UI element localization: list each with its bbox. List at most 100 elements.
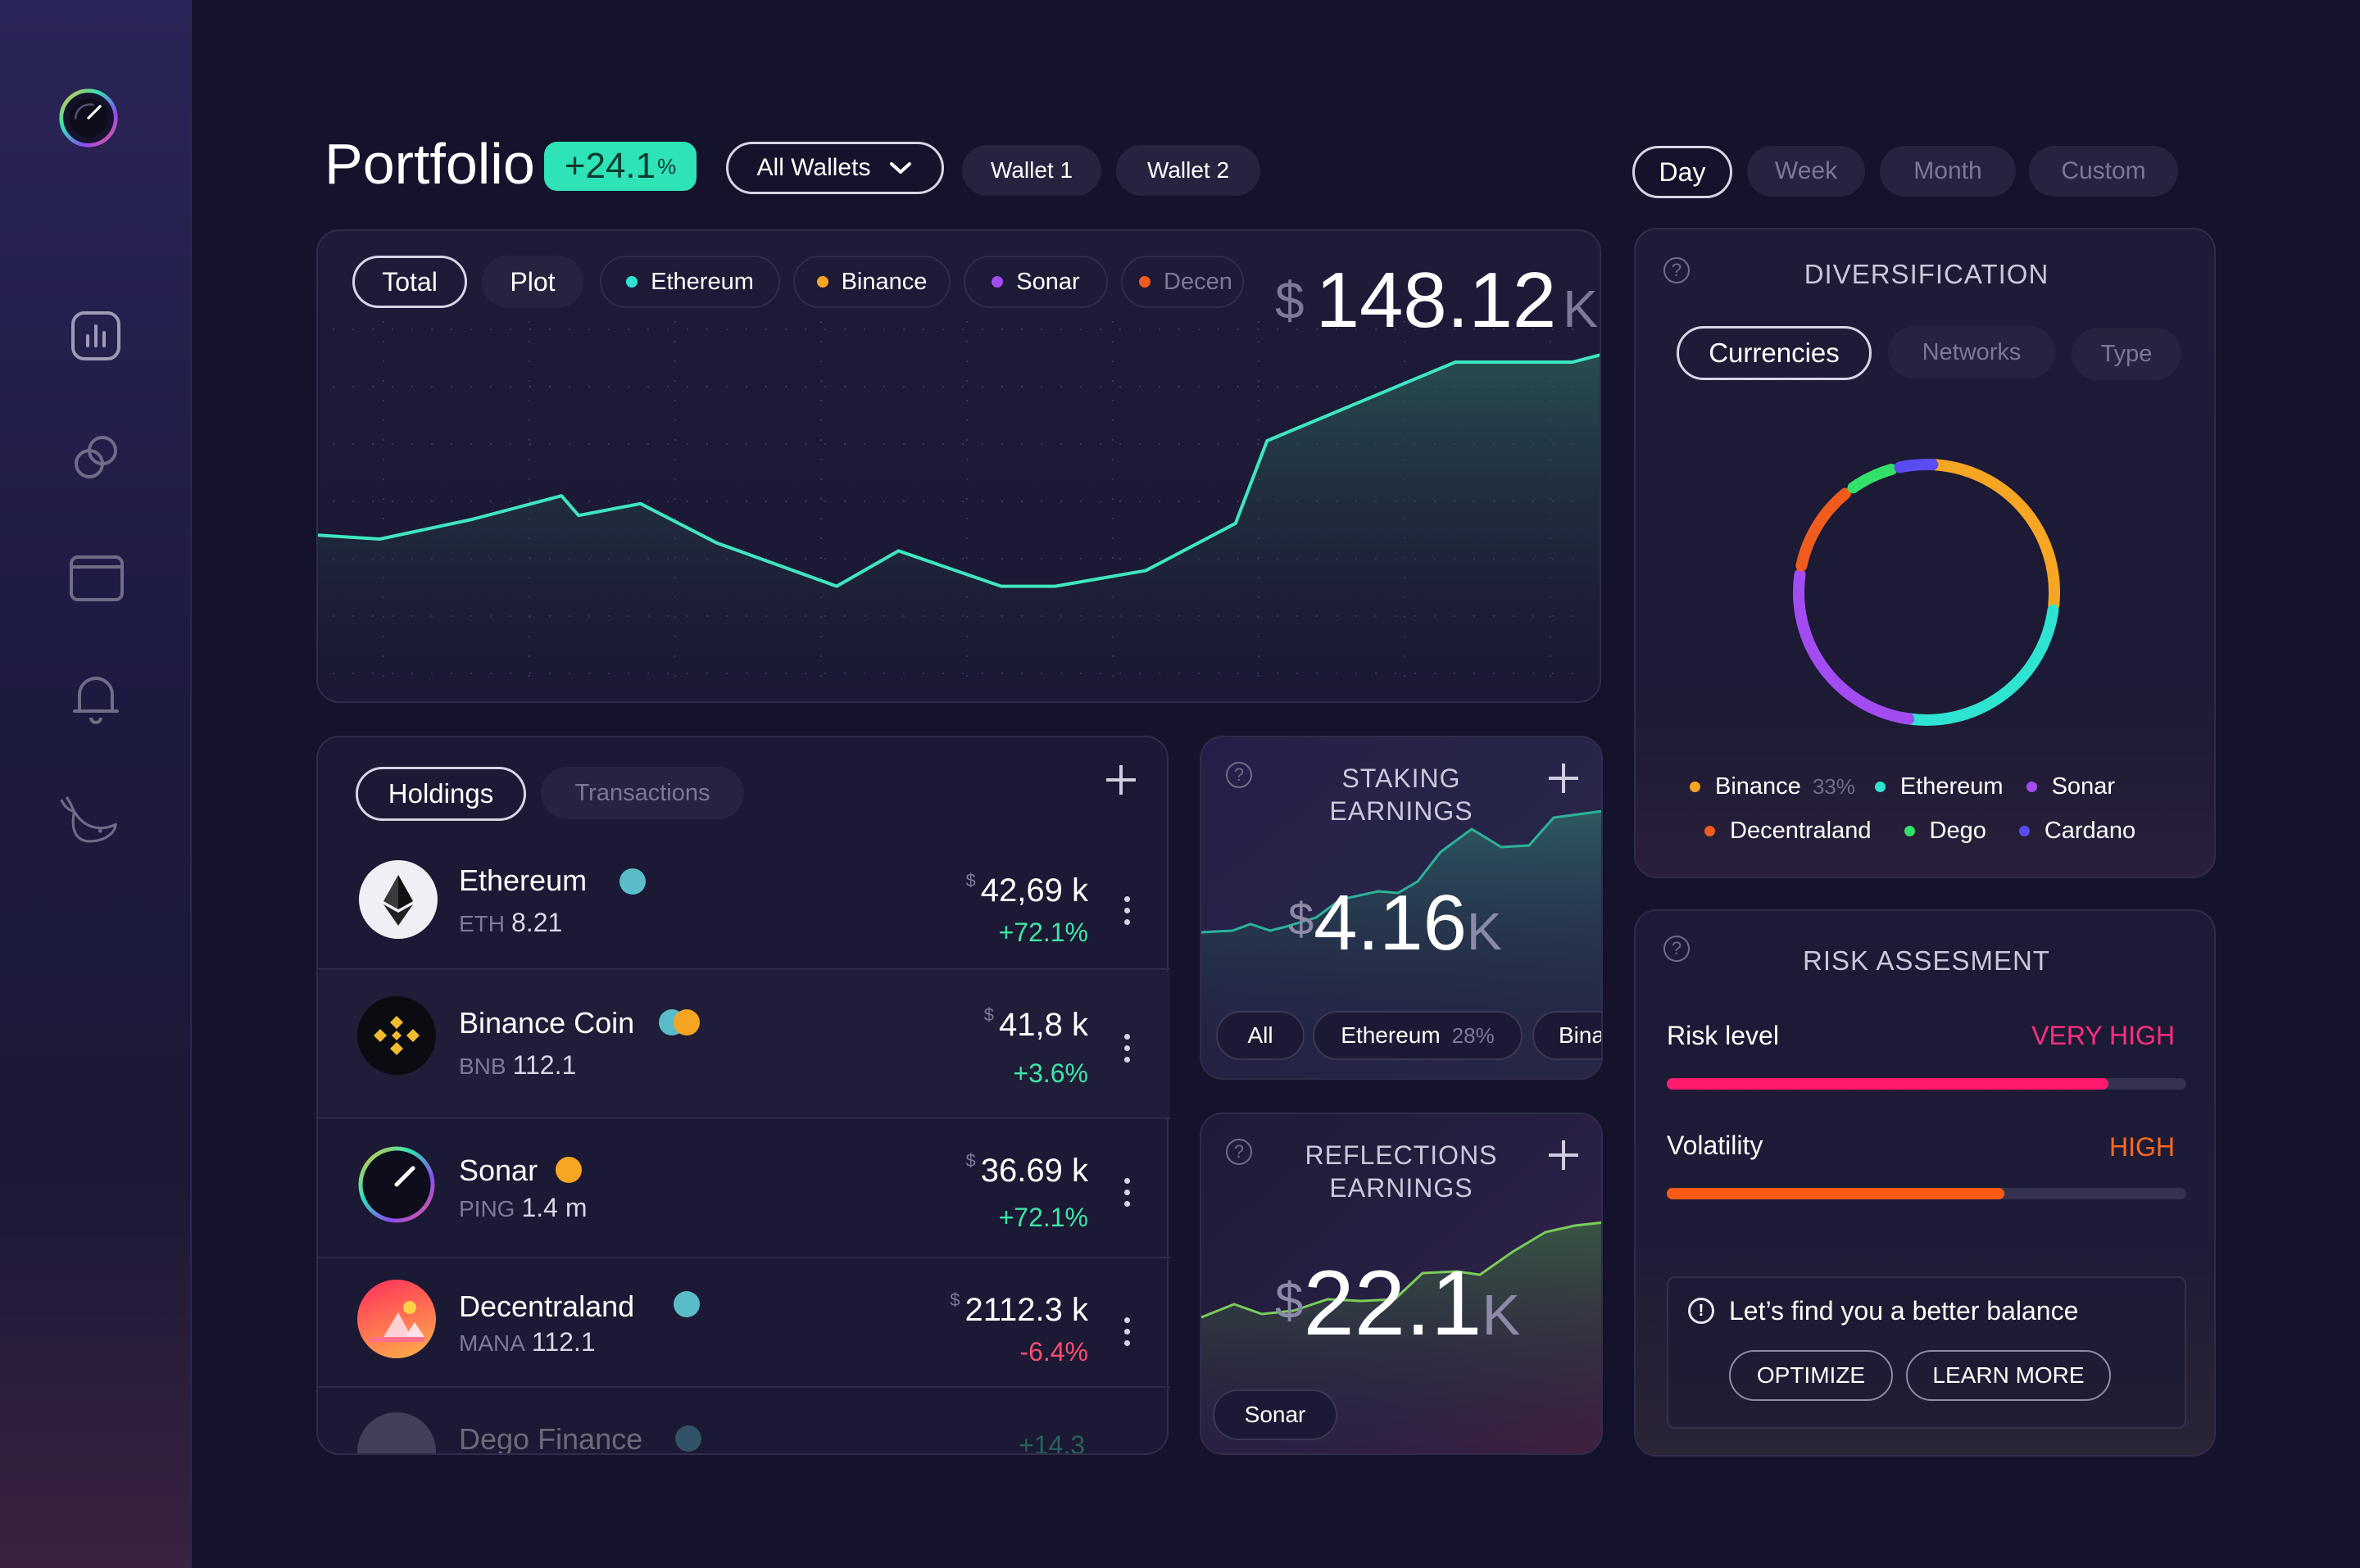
learn-more-button[interactable]: LEARN MORE [1906, 1350, 2111, 1401]
legend-row-2: Decentraland Dego Cardano [1704, 818, 2135, 845]
div-tab-currencies[interactable]: Currencies [1677, 326, 1872, 380]
ethereum-icon [359, 860, 438, 939]
coin-currency: $ [965, 870, 976, 890]
holding-row-sonar[interactable]: Sonar PING 1.4 m $36.69 k +72.1% [318, 1121, 1170, 1258]
legend-dot-cardano [2018, 826, 2030, 836]
coin-name: Ethereum [459, 863, 588, 897]
staking-value: $4.16K [1288, 878, 1502, 968]
coin-change: +14.3 [1019, 1430, 1085, 1453]
more-options-icon[interactable] [1124, 896, 1132, 931]
range-month[interactable]: Month [1880, 146, 2016, 197]
reflections-title: REFLECTIONS EARNINGS [1201, 1139, 1601, 1204]
holding-row-dego[interactable]: Dego Finance +14.3 [318, 1388, 1167, 1453]
legend-dot-decentraland [1704, 826, 1715, 836]
staking-filter-ethereum[interactable]: Ethereum 28% [1313, 1011, 1523, 1060]
coin-value: $41,8 k [984, 1004, 1088, 1044]
legend-cardano: Cardano [2044, 818, 2136, 844]
coin-value-amount: 36.69 k [980, 1153, 1088, 1189]
range-day[interactable]: Day [1632, 146, 1732, 198]
legend-row-1: Binance 33% Ethereum Sonar [1690, 773, 2115, 800]
tab-transactions[interactable]: Transactions [541, 767, 744, 819]
staking-suffix: K [1467, 902, 1502, 961]
help-icon[interactable]: ? [1226, 762, 1252, 788]
range-week[interactable]: Week [1747, 146, 1865, 197]
range-custom[interactable]: Custom [2029, 146, 2178, 197]
legend-binance: Binance [1715, 773, 1801, 800]
chart-tab-plot[interactable]: Plot [482, 256, 583, 308]
staking-amount: 4.16 [1314, 879, 1467, 967]
chart-filter-decentraland[interactable]: Decen [1121, 256, 1244, 308]
coin-amount-value: 8.21 [511, 908, 563, 937]
sonar-coin-icon [357, 1145, 436, 1224]
add-staking-plus-icon[interactable] [1549, 764, 1578, 793]
staking-filter-pct: 28% [1451, 1022, 1495, 1048]
bell-icon[interactable] [65, 667, 127, 729]
optimize-button[interactable]: OPTIMIZE [1729, 1350, 1893, 1401]
risk-level-value: VERY HIGH [2031, 1021, 2175, 1050]
ethereum-dot [626, 276, 638, 288]
binance-dot [816, 276, 828, 288]
coin-change: +3.6% [1013, 1058, 1088, 1088]
staking-filter-binance[interactable]: Bina [1532, 1011, 1601, 1060]
risk-assessment-card: ? RISK ASSESMENT Risk level VERY HIGH Vo… [1634, 909, 2216, 1457]
more-options-icon[interactable] [1124, 1317, 1132, 1352]
balance-suggestion-box: ! Let’s find you a better balance OPTIMI… [1667, 1276, 2186, 1429]
help-icon[interactable]: ? [1226, 1139, 1252, 1165]
wallet-tab-2[interactable]: Wallet 2 [1116, 145, 1260, 196]
exchange-icon[interactable] [65, 426, 127, 488]
sidebar [0, 0, 192, 1568]
chart-icon[interactable] [65, 305, 127, 367]
chart-filter-sonar-label: Sonar [1016, 268, 1080, 295]
coin-ticker: PING [459, 1196, 515, 1221]
reflections-filter-sonar[interactable]: Sonar [1213, 1389, 1337, 1440]
coin-value: $2112.3 k [950, 1289, 1088, 1329]
volatility-bar [1667, 1188, 2186, 1199]
wallet-tab-1[interactable]: Wallet 1 [962, 145, 1101, 196]
holding-row-binance[interactable]: Binance Coin BNB 112.1 $41,8 k +3.6% [318, 972, 1170, 1119]
coin-amount: PING 1.4 m [459, 1193, 588, 1223]
tab-holdings[interactable]: Holdings [356, 767, 526, 821]
wallet-select[interactable]: All Wallets [726, 142, 944, 194]
add-holding-plus-icon[interactable] [1106, 765, 1136, 795]
help-icon[interactable]: ? [1663, 257, 1690, 283]
sonar-logo-icon[interactable] [57, 87, 136, 165]
chart-filter-ethereum[interactable]: Ethereum [600, 256, 780, 308]
add-reflection-plus-icon[interactable] [1549, 1140, 1578, 1170]
coin-amount: MANA 112.1 [459, 1327, 596, 1357]
coin-name: Binance Coin [459, 1006, 635, 1040]
more-options-icon[interactable] [1124, 1178, 1132, 1212]
help-icon[interactable]: ? [1663, 936, 1690, 962]
wallet-icon[interactable] [65, 547, 127, 610]
legend-dot-ethereum [1874, 782, 1886, 792]
network-dot [675, 1425, 701, 1452]
legend-dot-binance [1690, 782, 1700, 792]
diversification-card: ? DIVERSIFICATION Currencies Networks Ty… [1634, 228, 2216, 878]
total-suffix: K [1563, 279, 1598, 338]
chevron-down-icon [890, 162, 912, 174]
coin-ticker: ETH [459, 911, 505, 936]
coin-currency: $ [965, 1150, 976, 1171]
change-sign: + [564, 146, 586, 186]
whale-icon[interactable] [57, 788, 136, 850]
legend-binance-pct: 33% [1812, 774, 1855, 799]
coin-name: Decentraland [459, 1289, 635, 1323]
coin-value-amount: 42,69 k [980, 872, 1088, 909]
more-options-icon[interactable] [1124, 1034, 1132, 1068]
holding-row-decentraland[interactable]: Decentraland MANA 112.1 $2112.3 k -6.4% [318, 1260, 1170, 1388]
coin-currency: $ [950, 1289, 960, 1310]
staking-title-line1: STAKING [1341, 764, 1461, 793]
div-tab-type[interactable]: Type [2072, 328, 2181, 380]
holding-row-ethereum[interactable]: Ethereum ETH 8.21 $42,69 k +72.1% [318, 832, 1170, 970]
chart-tab-total[interactable]: Total [352, 256, 467, 308]
staking-title-line2: EARNINGS [1329, 796, 1473, 826]
chart-filter-binance-label: Binance [841, 268, 928, 295]
chart-filter-ethereum-label: Ethereum [651, 268, 754, 295]
chart-filter-binance[interactable]: Binance [793, 256, 951, 308]
chart-filter-sonar[interactable]: Sonar [964, 256, 1108, 308]
risk-title: RISK ASSESMENT [1803, 945, 2050, 976]
portfolio-total-value: $148.12 K [1275, 256, 1598, 346]
div-tab-networks[interactable]: Networks [1888, 326, 2055, 378]
decentraland-coin-icon [357, 1280, 436, 1358]
staking-filter-all[interactable]: All [1216, 1011, 1305, 1060]
legend-ethereum: Ethereum [1899, 773, 2004, 800]
